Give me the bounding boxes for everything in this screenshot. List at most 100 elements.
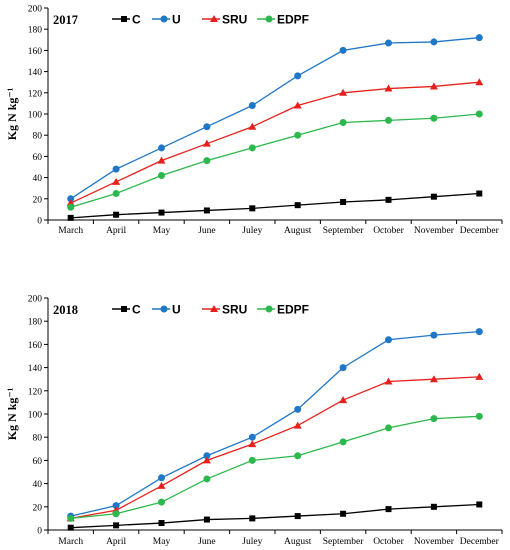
data-point-C (249, 515, 256, 522)
series-line-SRU (70, 81, 480, 204)
x-tick-label: Juley (242, 226, 262, 236)
series-SRU (66, 78, 484, 207)
chart-panel-2018: 0 20 40 60 80 100 120 140 160 180 200 March April May… (5, 295, 503, 547)
data-point-EDPF (203, 157, 211, 165)
data-point-C (113, 522, 120, 529)
legend: C U SRU EDPF (112, 303, 309, 317)
legend-marker-EDPF (265, 305, 273, 313)
chart-panel-2017: 0 20 40 60 80 100 120 140 160 180 200 March April May… (5, 5, 503, 236)
legend-label-U: U (172, 13, 181, 27)
y-tick-label: 0 (37, 527, 42, 537)
y-tick-label: 80 (33, 434, 43, 444)
legend-marker-C (121, 306, 127, 312)
legend-marker-SRU (210, 15, 218, 22)
data-point-U (294, 72, 302, 80)
x-tick-label: June (198, 226, 215, 236)
series-line-EDPF (70, 113, 480, 208)
y-tick-label: 140 (28, 68, 43, 78)
legend-marker-EDPF (265, 15, 273, 23)
legend-label-SRU: SRU (222, 13, 247, 27)
data-point-C (430, 503, 437, 510)
x-tick-label: November (414, 226, 455, 236)
legend: C U SRU EDPF (112, 13, 309, 27)
data-point-U (248, 102, 256, 110)
data-point-C (340, 198, 347, 205)
data-point-SRU (339, 396, 348, 404)
data-point-C (385, 506, 392, 513)
x-tick-label: March (58, 226, 83, 236)
data-point-U (294, 405, 302, 413)
x-tick-label: December (460, 537, 500, 547)
y-tick-label: 160 (28, 47, 43, 57)
y-tick-label: 160 (28, 341, 43, 351)
chart-title: 2018 (53, 303, 78, 317)
x-tick-label: April (106, 226, 126, 236)
data-point-EDPF (248, 144, 256, 152)
data-point-U (112, 165, 120, 173)
data-point-SRU (157, 481, 166, 489)
data-point-EDPF (430, 415, 438, 423)
series-line-EDPF (70, 415, 480, 520)
x-tick-label: August (284, 537, 312, 547)
y-tick-label: 40 (33, 174, 43, 184)
data-point-EDPF (294, 452, 302, 460)
data-point-U (158, 474, 165, 482)
data-point-C (158, 209, 165, 216)
data-point-SRU (202, 139, 211, 147)
y-tick-label: 20 (33, 503, 43, 513)
data-point-SRU (157, 156, 166, 164)
data-point-C (67, 524, 74, 531)
legend-marker-U (160, 305, 168, 313)
y-tick-label: 140 (28, 364, 43, 374)
data-point-EDPF (339, 438, 347, 446)
x-tick-label: May (153, 226, 171, 236)
data-point-C (340, 510, 347, 517)
data-point-SRU (384, 84, 393, 92)
data-point-SRU (429, 375, 438, 383)
x-tick-label: March (58, 537, 83, 547)
x-tick-label: September (323, 537, 364, 547)
y-tick-label: 180 (28, 318, 43, 328)
chart-title: 2017 (53, 13, 78, 27)
data-point-EDPF (203, 475, 211, 483)
data-point-C (476, 190, 483, 197)
data-point-C (294, 202, 301, 209)
data-point-C (294, 513, 301, 520)
y-tick-label: 60 (33, 153, 43, 163)
y-tick-label: 100 (28, 411, 43, 421)
data-point-U (248, 433, 256, 441)
legend-label-U: U (172, 303, 181, 317)
data-point-U (112, 502, 120, 510)
data-point-SRU (429, 82, 438, 90)
x-tick-label: Juley (242, 537, 262, 547)
data-point-C (203, 207, 210, 214)
legend-label-C: C (132, 303, 141, 317)
x-tick-label: April (106, 537, 126, 547)
data-point-U (475, 34, 483, 42)
y-tick-label: 200 (28, 295, 43, 305)
series-line-U (70, 330, 480, 517)
data-point-SRU (293, 421, 302, 429)
y-tick-label: 0 (37, 217, 42, 227)
x-tick-label: November (414, 537, 455, 547)
data-point-C (476, 501, 483, 508)
data-point-U (203, 123, 211, 131)
y-tick-label: 120 (28, 89, 43, 99)
series-line-C (70, 503, 480, 529)
data-point-U (67, 195, 75, 203)
y-axis-title: Kg N kg⁻¹ (5, 387, 19, 440)
data-point-U (203, 452, 211, 460)
series-EDPF (67, 110, 483, 211)
data-point-EDPF (385, 424, 392, 432)
data-point-U (339, 46, 347, 54)
data-point-EDPF (67, 203, 75, 211)
x-tick-label: September (323, 226, 364, 236)
x-tick-label: October (373, 226, 404, 236)
data-point-U (430, 38, 438, 46)
data-point-EDPF (158, 498, 165, 506)
data-point-EDPF (112, 510, 120, 518)
data-point-C (67, 214, 74, 221)
series-C (67, 190, 483, 221)
legend-label-SRU: SRU (222, 303, 247, 317)
